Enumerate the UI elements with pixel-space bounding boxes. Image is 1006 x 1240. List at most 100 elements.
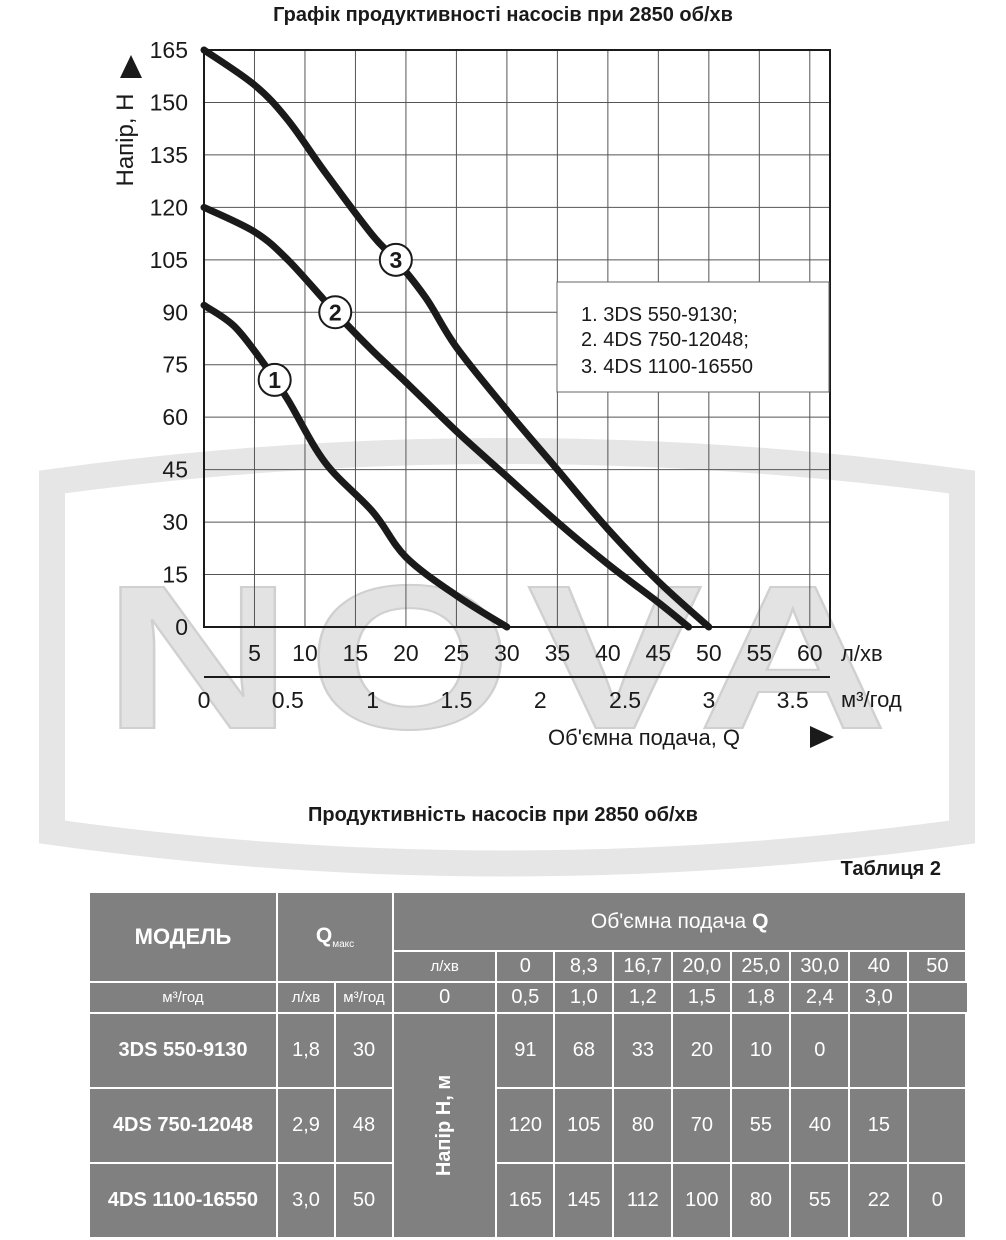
head-value-cell: 70 [671,1087,733,1164]
series-marker-circle [378,242,413,277]
legend-item: 2. 4DS 750-12048; [581,329,749,351]
flow-m3h-cell: 1,5 [671,981,733,1014]
series-marker-label: 3 [389,247,402,273]
flow-lpm-cell: 50 [907,950,968,983]
y-tick-labels: 0 15 30 45 60 75 90 105 120 135 150 165 [150,37,188,640]
head-value-cell: 145 [553,1162,615,1239]
flow-lpm-cell: 8,3 [553,950,615,983]
model-name-cell: 4DS 750-12048 [88,1087,278,1164]
lpm-row: л/хв 0 8,3 16,7 20,0 25,0 30,0 40 50 [89,950,968,983]
qmax-lpm-cell: 30 [334,1012,394,1089]
qmax-unit-lpm: л/хв [276,981,336,1014]
qmax-lpm-cell: 48 [334,1087,394,1164]
x-tick-label-primary: 50 [696,640,722,666]
head-value-cell: 22 [848,1162,910,1239]
table-row: 3DS 550-9130 1,8 30 Напір Н, м 91 68 33 20 10 0 [88,1012,968,1239]
qmax-lpm-cell: 50 [334,1162,394,1239]
head-value-cell [907,1087,968,1164]
head-value-cell: 33 [612,1012,674,1089]
table-title: Продуктивність насосів при 2850 об/хв [308,804,698,826]
x-unit-secondary: м³/год [841,687,902,712]
model-name-cell: 4DS 1100-16550 [88,1162,278,1239]
series-marker-label: 2 [329,299,342,325]
legend-box [556,281,830,393]
head-label: Напір Н, м [433,1074,456,1177]
flow-m3h-cell: 1,2 [612,981,674,1014]
table-row: 4DS 750-12048 2,9 48 120 105 80 70 55 40 15 [88,1087,968,1164]
flow-lpm-cell: 0 [495,950,556,983]
head-value-cell: 55 [730,1087,792,1164]
head-value-cell: 10 [730,1012,792,1089]
x-tick-label-secondary: 2 [534,687,547,713]
table-header-row: МОДЕЛЬ Qмакс Об'ємна подача Q [88,891,968,983]
x-tick-label-secondary: 3 [702,687,715,713]
y-axis-arrow-icon [120,55,142,78]
head-value-cell: 15 [848,1087,910,1164]
flow-m3h-cell: 0 [391,981,498,1014]
head-value-cell: 80 [612,1087,674,1164]
x-tick-label-primary: 40 [595,640,621,666]
legend-item: 3. 4DS 1100-16550 [581,356,753,378]
x-tick-label-secondary: 0.5 [272,687,304,713]
x-tick-label-secondary: 1.5 [440,687,472,713]
series-curve-3 [200,46,713,631]
x-tick-label-primary: 30 [494,640,520,666]
x-tick-labels: 5 10 15 20 25 30 35 40 45 50 55 60 0 0.5 1 1.5 2 2.5 3 3.5 [198,640,823,713]
y-tick-label: 105 [150,247,188,273]
table-number-label: Таблиця 2 [840,858,941,880]
head-value-cell: 165 [495,1162,556,1239]
flow-lpm-cell: 30,0 [789,950,851,983]
model-header: МОДЕЛЬ [88,891,278,983]
head-value-cell: 55 [789,1162,851,1239]
x-tick-label-primary: 55 [747,640,773,666]
legend-item: 1. 3DS 550-9130; [581,304,738,326]
y-tick-label: 0 [175,614,188,640]
series: 1 2 3 [200,46,713,631]
head-value-cell: 91 [495,1012,556,1089]
y-tick-label: 30 [162,509,188,535]
x-unit-primary: л/хв [841,641,883,666]
x-axis-label: Об'ємна подача, Q [548,725,740,750]
head-value-cell: 20 [671,1012,733,1089]
flow-m3h-cell: 2,4 [789,981,851,1014]
unit-lpm: л/хв [391,950,498,983]
series-marker-circle [257,362,292,397]
unit-m3h: м³/год [334,981,394,1014]
performance-table: МОДЕЛЬ Qмакс Об'ємна подача Q л/хв 0 8,3 1… [88,891,968,1239]
flow-header: Об'ємна подача Q [391,891,968,952]
head-label-cell: Напір Н, м [391,1012,498,1239]
flow-lpm-cell: 25,0 [730,950,792,983]
y-tick-label: 165 [150,37,188,63]
y-tick-label: 135 [150,142,188,168]
series-curve-1 [200,301,511,631]
plot-frame [203,49,831,628]
x-tick-label-secondary: 0 [198,687,211,713]
flow-lpm-cell: 16,7 [612,950,674,983]
flow-m3h-cell: 1,8 [730,981,792,1014]
y-tick-label: 60 [162,404,188,430]
flow-m3h-cell: 0,5 [495,981,556,1014]
qmax-m3h-cell: 1,8 [276,1012,336,1089]
x-tick-label-secondary: 3.5 [777,687,809,713]
y-tick-label: 15 [162,562,188,588]
head-value-cell: 0 [789,1012,851,1089]
head-value-cell: 120 [495,1087,556,1164]
y-axis-label: Напір, Н [112,93,139,186]
series-marker-circle [318,295,353,330]
head-value-cell: 40 [789,1087,851,1164]
y-tick-label: 45 [162,457,188,483]
qmax-unit-m3h: м³/год [88,981,278,1014]
flow-lpm-cell: 20,0 [671,950,733,983]
flow-m3h-cell: 1,0 [553,981,615,1014]
y-tick-label: 90 [162,299,188,325]
head-value-cell [907,1012,968,1089]
x-tick-label-primary: 60 [797,640,823,666]
x-tick-label-secondary: 2.5 [609,687,641,713]
model-name-cell: 3DS 550-9130 [88,1012,278,1089]
head-value-cell: 0 [907,1162,968,1239]
qmax-m3h-cell: 3,0 [276,1162,336,1239]
head-value-cell: 100 [671,1162,733,1239]
x-tick-label-primary: 20 [393,640,419,666]
series-marker-label: 1 [268,367,281,393]
